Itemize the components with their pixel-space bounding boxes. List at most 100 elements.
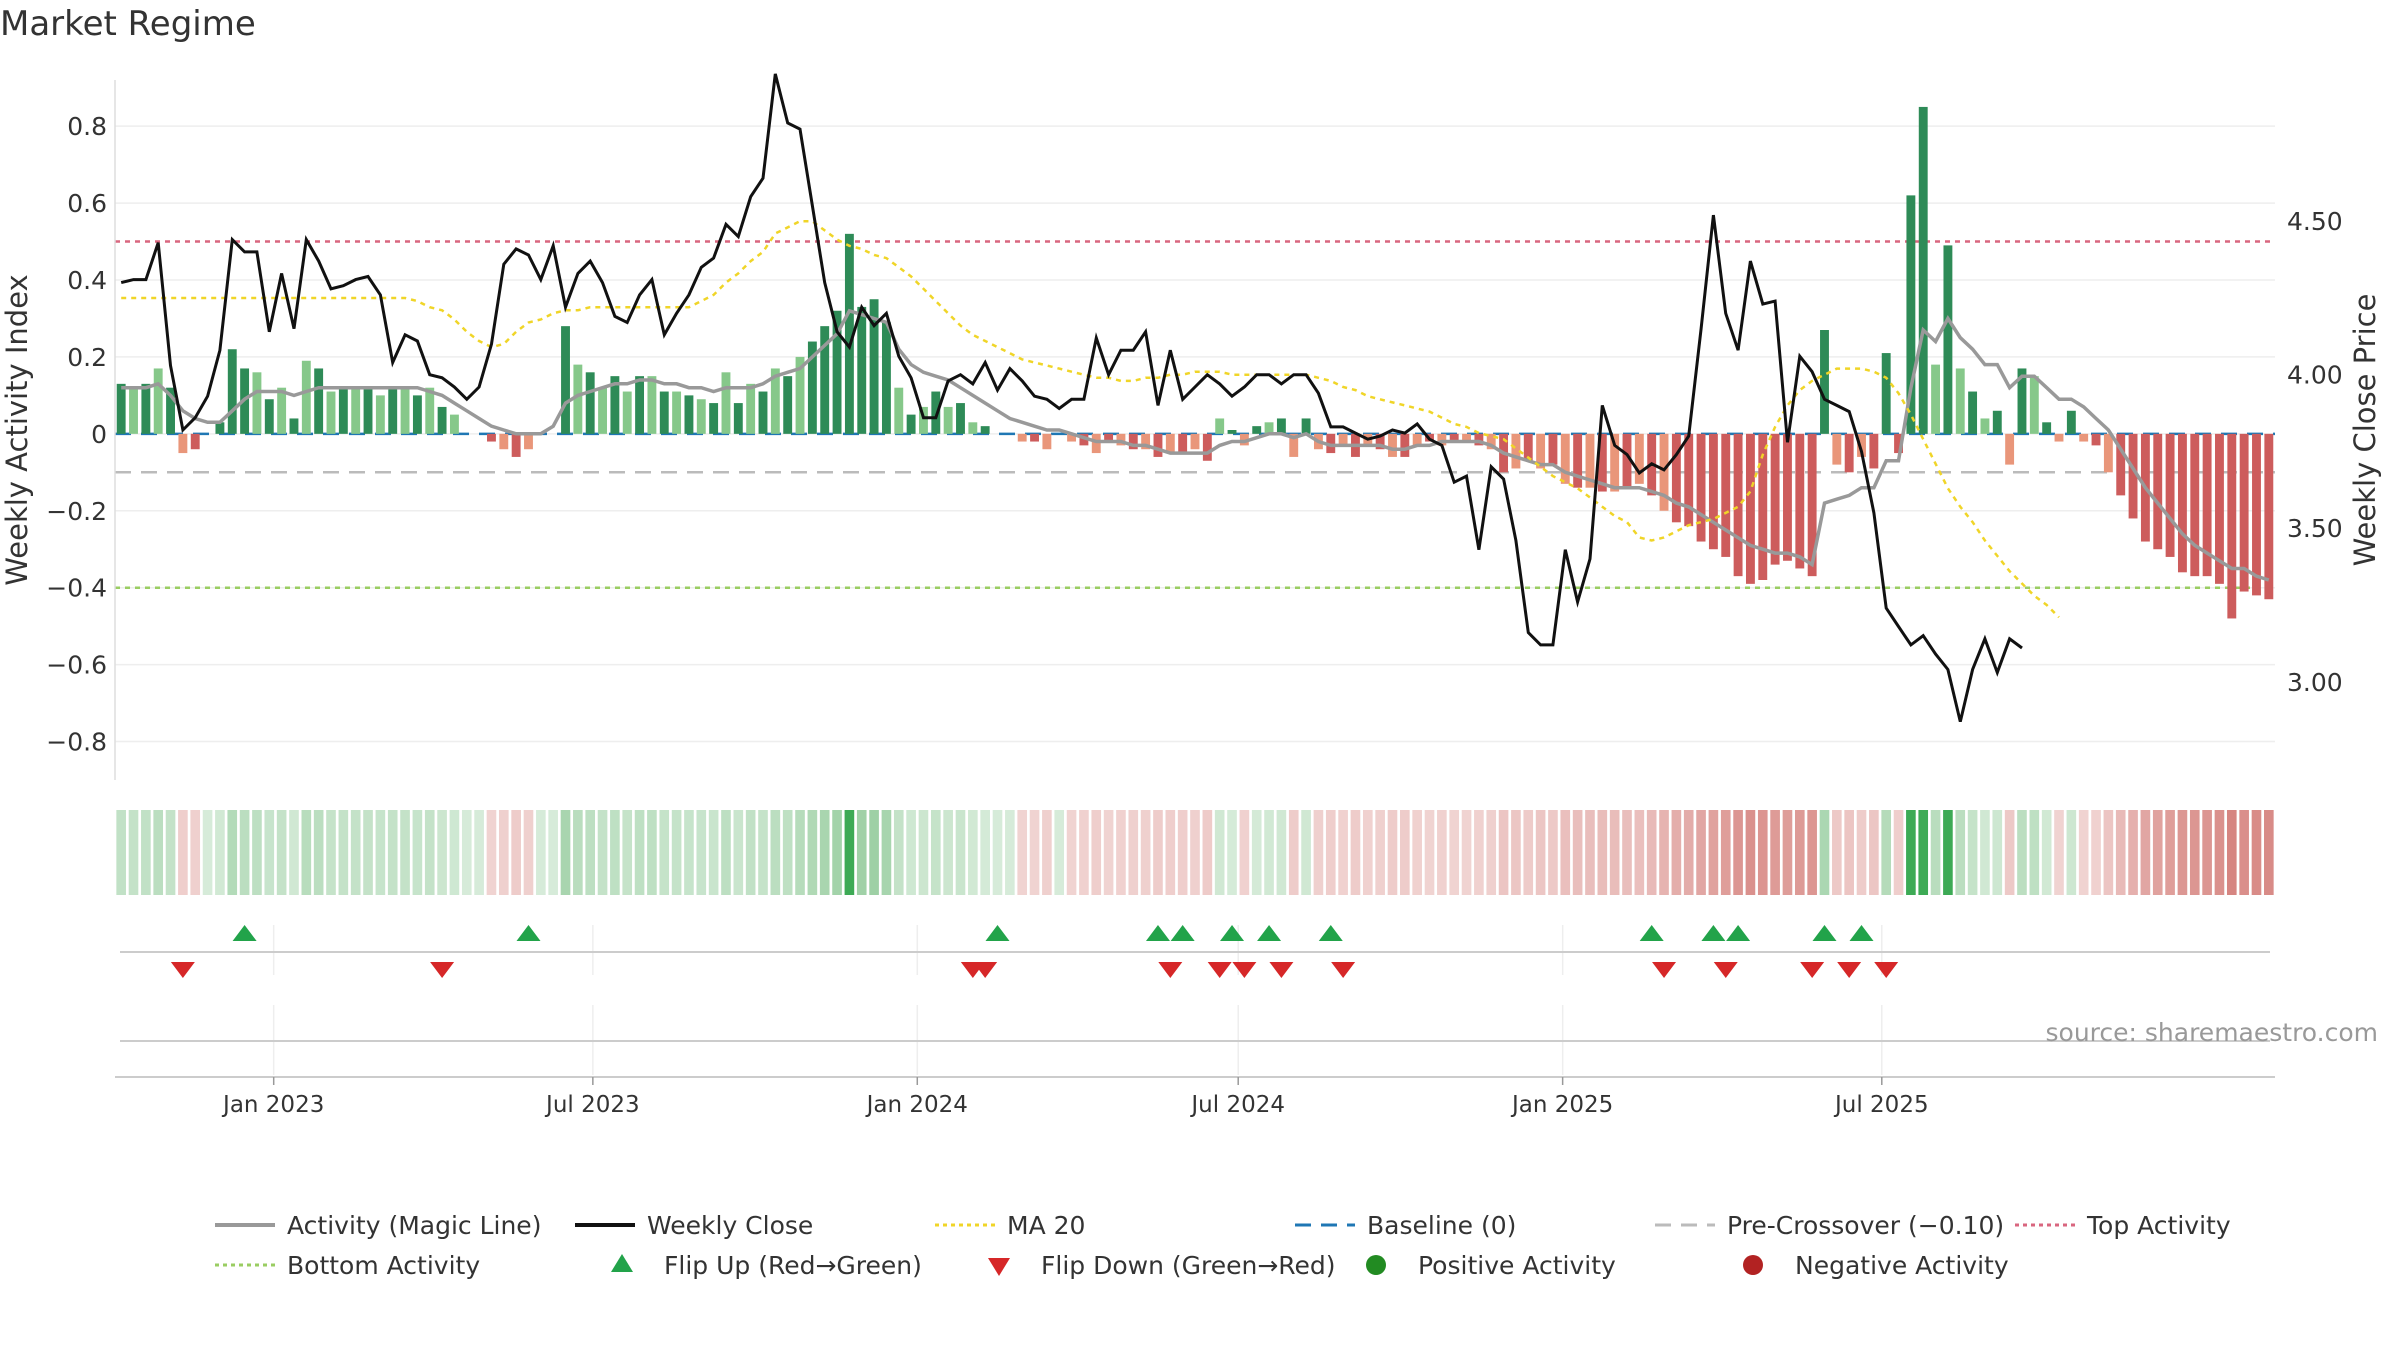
activity-bar (1400, 433, 1410, 457)
activity-bar (1153, 433, 1163, 457)
regime-cell (2152, 810, 2163, 895)
activity-bar (141, 383, 151, 434)
regime-cell (1511, 810, 1521, 895)
bottom-activity-swatch (215, 1263, 275, 1267)
regime-cell (2214, 810, 2225, 895)
regime-cell (671, 810, 682, 895)
activity-bar (1104, 433, 1114, 442)
regime-cell (190, 810, 201, 895)
regime-cell (437, 810, 447, 895)
regime-cell (1844, 810, 1854, 895)
activity-bar (1622, 433, 1632, 488)
regime-cell (1634, 810, 1645, 895)
regime-cell (1301, 810, 1311, 895)
regime-cell (573, 810, 583, 895)
legend-label: Negative Activity (1795, 1250, 2009, 1280)
ma20-line (121, 219, 2060, 619)
legend-item-magic-line: Activity (Magic Line) (215, 1210, 575, 1240)
regime-cell (869, 810, 879, 895)
activity-bar (1128, 433, 1138, 450)
legend-item-baseline: Baseline (0) (1295, 1210, 1655, 1240)
activity-bar (807, 341, 817, 434)
regime-cell (560, 810, 571, 895)
flip-down-marker (1837, 962, 1862, 978)
activity-bar (1462, 433, 1471, 442)
regime-cell (276, 810, 287, 895)
activity-bar (2128, 433, 2138, 519)
activity-bar (1178, 433, 1188, 454)
activity-bar (153, 368, 163, 434)
activity-bar (2091, 433, 2101, 446)
regime-cell (1943, 810, 1953, 895)
activity-bar (252, 372, 262, 434)
regime-cell (807, 810, 818, 895)
regime-cell (2251, 810, 2262, 895)
regime-cell (1992, 810, 2003, 895)
legend-item-pre-crossover: Pre-Crossover (−0.10) (1655, 1210, 2015, 1240)
legend-item-top-activity: Top Activity (2015, 1210, 2375, 1240)
flip-up-marker (1849, 925, 1874, 941)
activity-bar (363, 387, 373, 434)
legend-label: Pre-Crossover (−0.10) (1727, 1210, 2005, 1240)
flip-up-marker (232, 925, 257, 941)
activity-bar (1610, 433, 1620, 492)
activity-bar (524, 433, 533, 450)
activity-bar (1659, 433, 1669, 511)
activity-bar (1820, 330, 1829, 434)
activity-bar (215, 422, 225, 434)
regime-cell (1980, 810, 1990, 895)
activity-bars (116, 106, 2274, 619)
activity-bar (1758, 433, 1768, 580)
regime-cell (116, 810, 126, 895)
activity-bar (2252, 433, 2261, 596)
activity-bar (770, 368, 780, 434)
activity-bar (1881, 353, 1891, 434)
regime-cell (387, 810, 398, 895)
magic-line-swatch (215, 1223, 275, 1227)
activity-bar (1894, 433, 1903, 454)
regime-cell (424, 810, 435, 895)
regime-cell (1325, 810, 1336, 895)
regime-cell (326, 810, 336, 895)
regime-cell (215, 810, 225, 895)
activity-bar (314, 368, 324, 434)
regime-cell (202, 810, 213, 895)
regime-cell (400, 810, 410, 895)
activity-bar (388, 387, 398, 434)
activity-bar (351, 387, 361, 434)
regime-cell (1042, 810, 1052, 895)
activity-bar (1857, 433, 1866, 457)
activity-bar (1536, 433, 1546, 469)
regime-cell (449, 810, 460, 895)
regime-cell (2103, 810, 2114, 895)
legend-row-1: Activity (Magic Line) Weekly Close MA 20… (215, 1205, 2375, 1245)
activity-bar (190, 433, 200, 450)
regime-cell (1362, 810, 1373, 895)
regime-cell (1338, 810, 1348, 895)
legend-label: Flip Up (Red→Green) (664, 1250, 922, 1280)
regime-cell (844, 810, 855, 895)
regime-cell (301, 810, 312, 895)
activity-bar (1215, 418, 1225, 434)
regime-cell (1720, 810, 1731, 895)
activity-bar (1276, 418, 1286, 434)
regime-cell (498, 810, 509, 895)
regime-cell (684, 810, 694, 895)
left-tick-label: −0.6 (46, 651, 107, 680)
activity-bar (1067, 433, 1077, 442)
regime-cell (1424, 810, 1435, 895)
regime-cell (930, 810, 941, 895)
activity-bar (2103, 433, 2113, 473)
flip-up-marker (516, 925, 541, 941)
regime-cell (548, 810, 558, 895)
regime-cell (1066, 810, 1077, 895)
regime-cell (1449, 810, 1460, 895)
x-tick-label: Jan 2024 (865, 1092, 968, 1118)
activity-bar (301, 360, 311, 434)
regime-cell (1017, 810, 1028, 895)
flip-up-marker (1145, 925, 1170, 941)
regime-cell (1807, 810, 1817, 895)
regime-cell (1708, 810, 1719, 895)
activity-bar (1449, 433, 1459, 442)
regime-cell (375, 810, 386, 895)
